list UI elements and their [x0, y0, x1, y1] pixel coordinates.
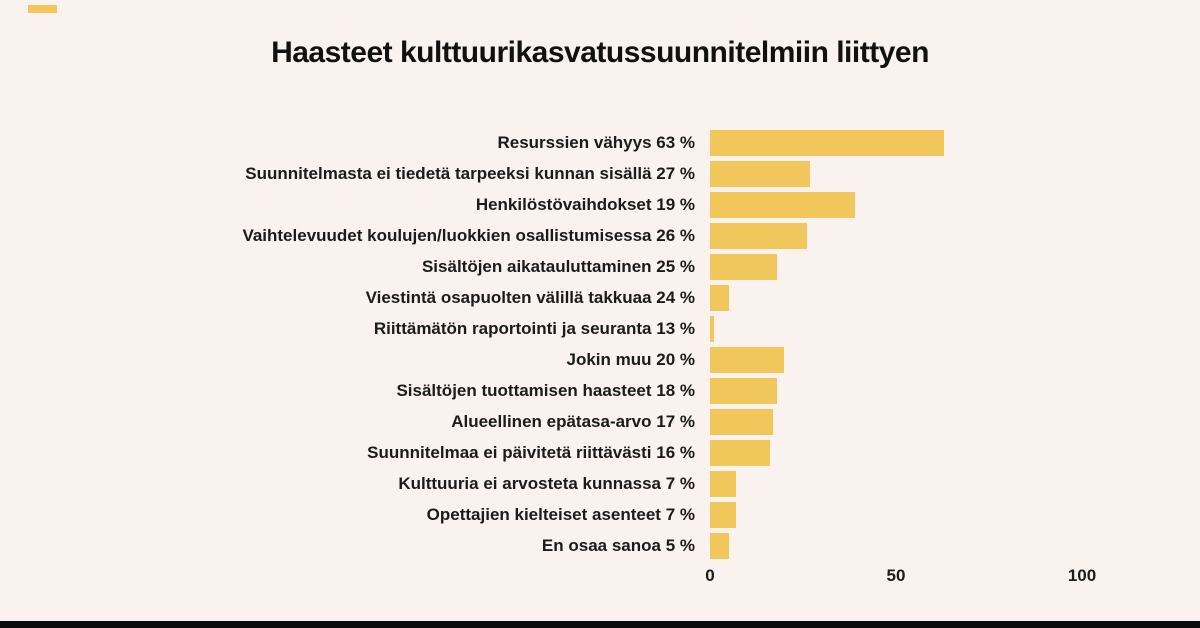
chart-row: Resurssien vähyys 63 % [0, 127, 1082, 158]
bar [710, 129, 945, 156]
bar [710, 160, 811, 187]
bar-track [710, 253, 1082, 280]
bar [710, 222, 807, 249]
row-label: Suunnitelmaa ei päivitetä riittävästi 16… [367, 442, 695, 462]
row-label: Alueellinen epätasa-arvo 17 % [451, 411, 695, 431]
row-label: Suunnitelmasta ei tiedetä tarpeeksi kunn… [245, 163, 695, 183]
bar-track [710, 129, 1082, 156]
chart-row: Henkilöstövaihdokset 19 % [0, 189, 1082, 220]
bar [710, 253, 777, 280]
bar [710, 315, 714, 342]
chart-row: Opettajien kielteiset asenteet 7 % [0, 499, 1082, 530]
chart-row: Vaihtelevuudet koulujen/luokkien osallis… [0, 220, 1082, 251]
row-label: Opettajien kielteiset asenteet 7 % [426, 504, 695, 524]
bar-track [710, 222, 1082, 249]
bar-track [710, 315, 1082, 342]
bar [710, 191, 856, 218]
chart-row: Riittämätön raportointi ja seuranta 13 % [0, 313, 1082, 344]
bar [710, 470, 737, 497]
bar [710, 501, 737, 528]
row-label: Resurssien vähyys 63 % [497, 132, 695, 152]
row-label: Sisältöjen aikatauluttaminen 25 % [421, 256, 695, 276]
x-tick-label: 100 [1067, 566, 1097, 585]
chart-row: Alueellinen epätasa-arvo 17 % [0, 406, 1082, 437]
bar-track [710, 346, 1082, 373]
row-label: Sisältöjen tuottamisen haasteet 18 % [396, 380, 695, 400]
row-label: Vaihtelevuudet koulujen/luokkien osallis… [242, 225, 695, 245]
brand-dash-mark [28, 5, 57, 13]
bar-track [710, 501, 1082, 528]
bar [710, 408, 774, 435]
row-label: Henkilöstövaihdokset 19 % [475, 194, 695, 214]
row-label: En osaa sanoa 5 % [541, 535, 695, 555]
bar-track [710, 439, 1082, 466]
x-tick-label: 50 [886, 566, 906, 585]
footer-bar [0, 621, 1200, 628]
x-axis: 0 50 100 [705, 566, 1096, 588]
chart-row: Jokin muu 20 % [0, 344, 1082, 375]
bar-track [710, 160, 1082, 187]
chart-row: Sisältöjen tuottamisen haasteet 18 % [0, 375, 1082, 406]
bar-track [710, 532, 1082, 559]
chart-title: Haasteet kulttuurikasvatussuunnitelmiin … [271, 36, 929, 69]
chart-row: Suunnitelmasta ei tiedetä tarpeeksi kunn… [0, 158, 1082, 189]
chart-row: Viestintä osapuolten välillä takkuaa 24 … [0, 282, 1082, 313]
chart-row: Suunnitelmaa ei päivitetä riittävästi 16… [0, 437, 1082, 468]
bar [710, 532, 729, 559]
row-label: Kulttuuria ei arvosteta kunnassa 7 % [398, 473, 695, 493]
bar-track [710, 470, 1082, 497]
bar [710, 346, 785, 373]
chart-row: Sisältöjen aikatauluttaminen 25 % [0, 251, 1082, 282]
bar-track [710, 377, 1082, 404]
bar [710, 377, 777, 404]
bar [710, 284, 729, 311]
chart-row: En osaa sanoa 5 % [0, 530, 1082, 561]
bar-track [710, 408, 1082, 435]
bar-chart-rows: Resurssien vähyys 63 % Suunnitelmasta ei … [0, 127, 1082, 561]
row-label: Viestintä osapuolten välillä takkuaa 24 … [365, 287, 695, 307]
x-tick-label: 0 [705, 566, 715, 585]
bar-track [710, 284, 1082, 311]
chart-row: Kulttuuria ei arvosteta kunnassa 7 % [0, 468, 1082, 499]
row-label: Riittämätön raportointi ja seuranta 13 % [373, 318, 695, 338]
bar [710, 439, 770, 466]
row-label: Jokin muu 20 % [566, 349, 695, 369]
bar-track [710, 191, 1082, 218]
